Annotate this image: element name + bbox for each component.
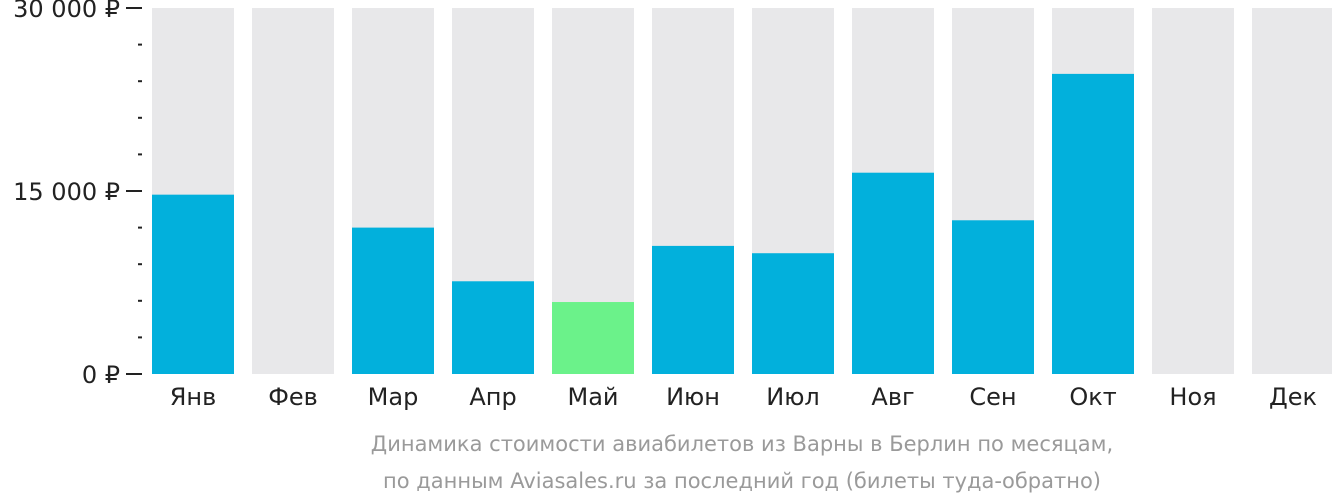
x-tick-label-2: Фев	[268, 383, 318, 411]
bar-background-12	[1252, 8, 1332, 374]
x-tick-label-8: Авг	[871, 383, 914, 411]
x-tick-label-9: Сен	[969, 383, 1016, 411]
x-tick-label-12: Дек	[1269, 383, 1317, 411]
x-tick-label-4: Апр	[469, 383, 516, 411]
x-tick-label-10: Окт	[1069, 383, 1116, 411]
x-tick-label-5: Май	[567, 383, 618, 411]
chart-caption-line-2: по данным Aviasales.ru за последний год …	[383, 469, 1101, 493]
x-tick-label-6: Июн	[666, 383, 720, 411]
bar-1	[152, 194, 234, 374]
bar-8	[852, 172, 934, 374]
y-tick-label-1: 0 ₽	[82, 361, 120, 389]
x-tick-label-3: Мар	[368, 383, 419, 411]
x-tick-label-11: Ноя	[1169, 383, 1216, 411]
chart-caption-line-1: Динамика стоимости авиабилетов из Варны …	[370, 432, 1114, 456]
x-tick-label-7: Июл	[766, 383, 820, 411]
bar-3	[352, 227, 434, 374]
bar-background-11	[1152, 8, 1234, 374]
x-tick-label-1: Янв	[170, 383, 217, 411]
bar-10	[1052, 73, 1134, 374]
y-tick-label-3: 30 000 ₽	[13, 0, 120, 23]
bar-6	[652, 245, 734, 374]
bar-7	[752, 253, 834, 374]
bar-9	[952, 220, 1034, 374]
price-bar-chart: Янв Фев Мар Апр Май Июн Июл Авг Сен Окт Ноя Дек 0 ₽ 1…	[13, 0, 1332, 411]
bar-5	[552, 302, 634, 374]
y-tick-label-2: 15 000 ₽	[13, 178, 120, 206]
bar-4	[452, 281, 534, 374]
bar-background-2	[252, 8, 334, 374]
